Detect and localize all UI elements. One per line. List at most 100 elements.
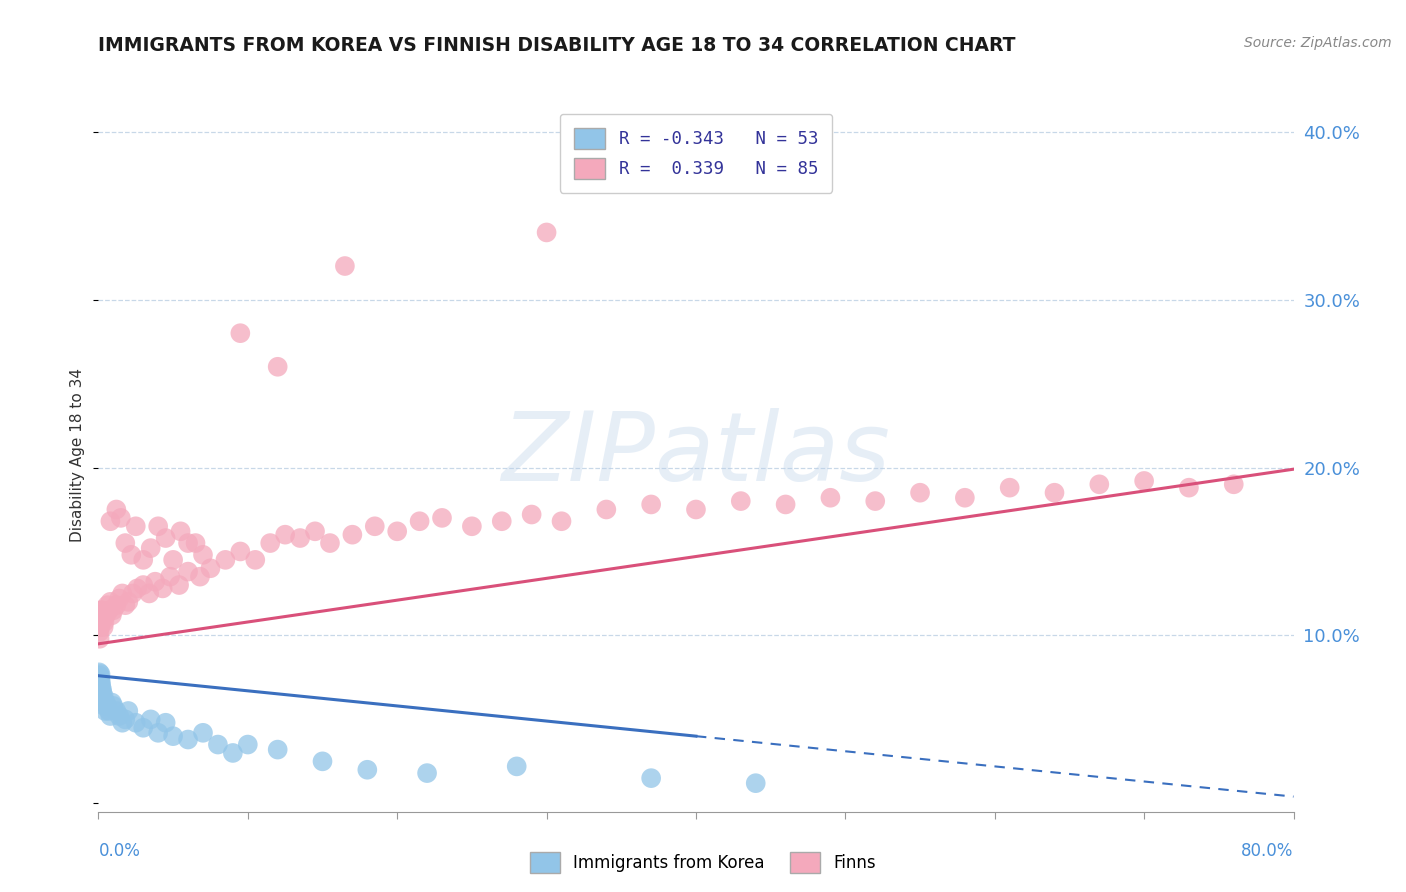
Point xyxy=(685,502,707,516)
Point xyxy=(108,709,131,723)
Point xyxy=(207,738,229,752)
Point xyxy=(132,721,155,735)
Point xyxy=(91,685,114,699)
Point xyxy=(125,519,148,533)
Point xyxy=(93,620,115,634)
Point xyxy=(162,729,184,743)
Point xyxy=(274,527,297,541)
Point xyxy=(908,485,931,500)
Point xyxy=(1043,485,1066,500)
Point xyxy=(259,536,281,550)
Point xyxy=(114,712,136,726)
Point xyxy=(125,715,148,730)
Point xyxy=(91,682,114,697)
Point xyxy=(506,759,529,773)
Point xyxy=(595,175,617,189)
Point xyxy=(385,524,409,539)
Point xyxy=(998,481,1021,495)
Point xyxy=(89,673,111,688)
Point xyxy=(536,226,558,240)
Point xyxy=(177,536,200,550)
Point xyxy=(159,569,181,583)
Point xyxy=(105,502,128,516)
Point xyxy=(91,612,114,626)
Point xyxy=(132,553,155,567)
Point xyxy=(143,574,166,589)
Point xyxy=(1223,477,1246,491)
Point xyxy=(89,608,111,623)
Point xyxy=(90,615,112,629)
Point xyxy=(333,259,356,273)
Point xyxy=(127,582,149,596)
Point xyxy=(167,578,190,592)
Point xyxy=(91,692,114,706)
Point xyxy=(111,715,134,730)
Point xyxy=(89,677,111,691)
Point xyxy=(101,608,124,623)
Point xyxy=(184,536,207,550)
Point xyxy=(87,670,110,684)
Point xyxy=(191,726,214,740)
Point xyxy=(311,755,333,769)
Point xyxy=(152,582,174,596)
Text: ZIPatlas: ZIPatlas xyxy=(502,409,890,501)
Point xyxy=(520,508,543,522)
Point xyxy=(319,536,342,550)
Point xyxy=(89,679,111,693)
Point xyxy=(138,586,160,600)
Point xyxy=(214,553,236,567)
Point xyxy=(105,704,128,718)
Point xyxy=(177,732,200,747)
Point xyxy=(121,586,143,600)
Y-axis label: Disability Age 18 to 34: Disability Age 18 to 34 xyxy=(70,368,86,542)
Point xyxy=(89,681,111,695)
Point xyxy=(430,511,453,525)
Point xyxy=(91,696,114,710)
Point xyxy=(775,498,797,512)
Point xyxy=(953,491,976,505)
Text: 80.0%: 80.0% xyxy=(1241,842,1294,860)
Point xyxy=(191,548,214,562)
Point xyxy=(120,548,142,562)
Point xyxy=(267,742,290,756)
Text: Source: ZipAtlas.com: Source: ZipAtlas.com xyxy=(1244,36,1392,50)
Point xyxy=(87,620,110,634)
Point xyxy=(1133,474,1156,488)
Point xyxy=(595,502,617,516)
Point xyxy=(89,615,111,629)
Point xyxy=(100,595,122,609)
Point xyxy=(108,591,131,606)
Point xyxy=(97,603,120,617)
Point xyxy=(288,531,311,545)
Point xyxy=(1088,477,1111,491)
Point xyxy=(1178,481,1201,495)
Point xyxy=(90,687,112,701)
Point xyxy=(169,524,191,539)
Point xyxy=(162,553,184,567)
Point xyxy=(90,612,112,626)
Point xyxy=(155,715,177,730)
Point xyxy=(89,620,111,634)
Point xyxy=(640,771,662,785)
Point xyxy=(90,687,112,701)
Point xyxy=(89,603,111,617)
Point xyxy=(94,696,117,710)
Point xyxy=(148,519,170,533)
Point xyxy=(90,690,112,705)
Point xyxy=(90,675,112,690)
Point xyxy=(111,586,134,600)
Point xyxy=(491,514,513,528)
Point xyxy=(114,598,136,612)
Point xyxy=(117,704,139,718)
Point xyxy=(89,632,111,646)
Point xyxy=(90,679,112,693)
Point xyxy=(304,524,326,539)
Point xyxy=(89,667,111,681)
Point xyxy=(89,669,111,683)
Point xyxy=(229,544,252,558)
Point xyxy=(820,491,842,505)
Point xyxy=(229,326,252,341)
Point xyxy=(96,698,118,713)
Point xyxy=(148,726,170,740)
Point xyxy=(89,612,111,626)
